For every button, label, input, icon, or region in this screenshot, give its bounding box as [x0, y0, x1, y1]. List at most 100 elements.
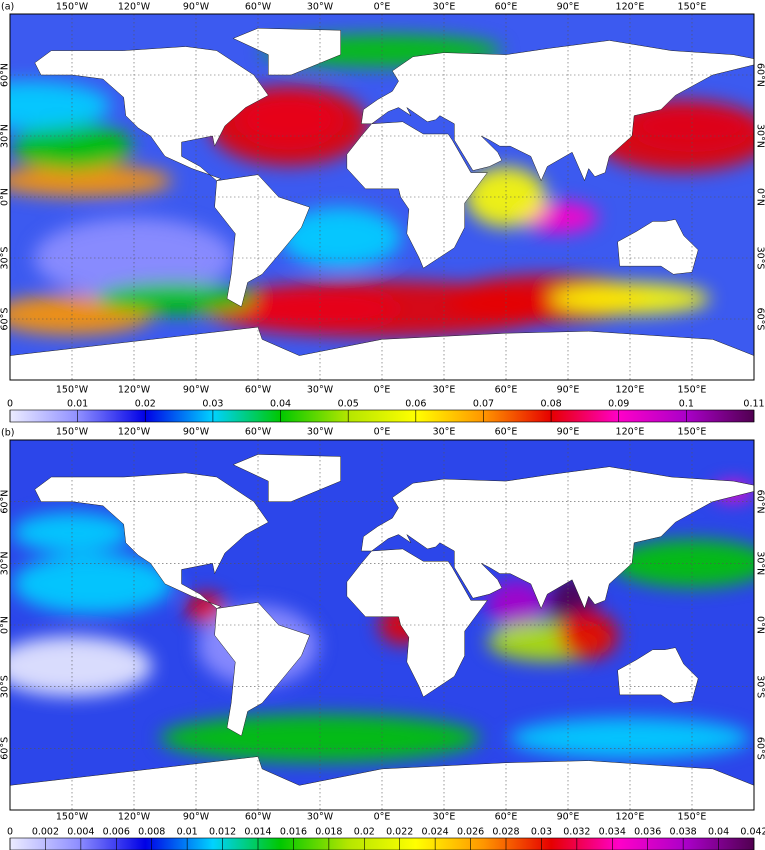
lat-label: 30°N	[755, 551, 765, 575]
lat-label: 30°S	[0, 675, 11, 698]
colorbar-tick-label: 0.02	[354, 827, 375, 838]
colorbar-tick-label: 0.004	[67, 827, 94, 838]
lon-label: 0°E	[374, 427, 391, 438]
colorbar-tick-label: 0.024	[422, 827, 449, 838]
colorbar-tick-label: 0.04	[270, 399, 291, 410]
continent	[617, 219, 699, 275]
lon-label: 30°E	[433, 812, 456, 823]
colorbar-tick-label: 0.018	[315, 827, 342, 838]
colorbar-tick-label: 0.05	[338, 399, 359, 410]
field-blob	[486, 580, 547, 629]
colorbar-tick-label: 0.1	[679, 399, 694, 410]
lat-label: 60°S	[0, 308, 11, 331]
lon-label: 0°E	[374, 2, 391, 13]
colorbar-tick-label: 0	[7, 399, 13, 410]
lon-label: 150°E	[678, 427, 707, 438]
lon-label: 120°E	[616, 812, 645, 823]
colorbar-tick-label: 0.01	[67, 399, 88, 410]
continent	[34, 46, 269, 182]
lon-label: 0°E	[374, 812, 391, 823]
continent	[617, 647, 699, 704]
continent	[346, 548, 488, 698]
lon-label: 30°W	[307, 385, 334, 396]
lat-label: 30°S	[755, 675, 765, 698]
lat-label: 60°N	[755, 490, 765, 514]
colorbar-tick-label: 0.07	[473, 399, 494, 410]
panel-label: (a)	[1, 2, 14, 13]
lon-label: 120°W	[118, 2, 151, 13]
colorbar-tick-label: 0.04	[708, 827, 729, 838]
colorbar-tick-label: 0.034	[599, 827, 626, 838]
colorbar-tick-label: 0.02	[135, 399, 156, 410]
colorbar-tick-label: 0.032	[563, 827, 590, 838]
lon-label: 90°W	[183, 385, 210, 396]
colorbar-tick-label: 0	[7, 827, 13, 838]
colorbar	[9, 837, 755, 850]
lat-label: 60°S	[0, 737, 11, 760]
panel-label: (b)	[1, 428, 14, 439]
lon-label: 30°W	[307, 427, 334, 438]
lon-label: 60°E	[495, 2, 518, 13]
field-blob	[558, 611, 619, 660]
lon-label: 30°E	[433, 2, 456, 13]
lat-label: 30°N	[0, 124, 11, 148]
lon-label: 60°E	[495, 427, 518, 438]
colorbar-tick-label: 0.11	[743, 399, 764, 410]
lon-label: 120°W	[118, 812, 151, 823]
colorbar-tick-label: 0.008	[138, 827, 165, 838]
lat-label: 30°S	[755, 247, 765, 270]
colorbar-tick-label: 0.08	[541, 399, 562, 410]
lat-label: 0°N	[0, 616, 11, 634]
lat-label: 0°N	[755, 616, 765, 634]
lon-label: 150°W	[56, 812, 89, 823]
lon-label: 120°E	[616, 385, 645, 396]
map-frame	[9, 13, 755, 381]
lon-label: 150°W	[56, 427, 89, 438]
lon-label: 60°E	[495, 385, 518, 396]
colorbar-tick-label: 0.038	[670, 827, 697, 838]
map-frame	[9, 439, 755, 811]
colorbar-tick-label: 0.014	[244, 827, 271, 838]
lon-label: 90°W	[183, 427, 210, 438]
field-blob	[280, 207, 401, 268]
lon-label: 60°E	[495, 812, 518, 823]
continent	[232, 27, 341, 76]
continent	[214, 174, 310, 308]
lat-label: 0°N	[755, 188, 765, 206]
field-blob	[95, 282, 256, 315]
lon-label: 30°E	[433, 385, 456, 396]
field-blobs	[10, 34, 754, 337]
field-blob	[10, 164, 173, 197]
colorbar-tick-label: 0.09	[608, 399, 629, 410]
lat-label: 60°N	[755, 63, 765, 87]
lon-label: 90°E	[557, 812, 580, 823]
lon-label: 120°W	[118, 427, 151, 438]
colorbar	[9, 409, 755, 423]
continent	[361, 40, 754, 182]
lon-label: 150°E	[678, 812, 707, 823]
lat-label: 60°N	[0, 63, 11, 87]
lon-label: 30°W	[307, 812, 334, 823]
lon-label: 90°E	[557, 385, 580, 396]
lon-label: 90°E	[557, 2, 580, 13]
field-blob	[10, 81, 111, 130]
colorbar-tick-label: 0.012	[209, 827, 236, 838]
lon-label: 150°E	[678, 2, 707, 13]
field-blob	[10, 636, 152, 697]
continent	[232, 454, 341, 502]
lon-label: 0°E	[374, 385, 391, 396]
lon-label: 90°E	[557, 427, 580, 438]
colorbar-tick-label: 0.036	[634, 827, 661, 838]
colorbar-tick-label: 0.042	[740, 827, 765, 838]
lon-label: 120°E	[616, 2, 645, 13]
lon-label: 120°W	[118, 385, 151, 396]
continent	[361, 466, 754, 610]
lat-label: 0°N	[0, 188, 11, 206]
lon-label: 90°W	[183, 812, 210, 823]
map-field	[10, 14, 754, 380]
lat-label: 30°N	[755, 124, 765, 148]
lon-label: 60°W	[245, 385, 272, 396]
lon-label: 60°W	[245, 2, 272, 13]
colorbar-tick-label: 0.028	[492, 827, 519, 838]
